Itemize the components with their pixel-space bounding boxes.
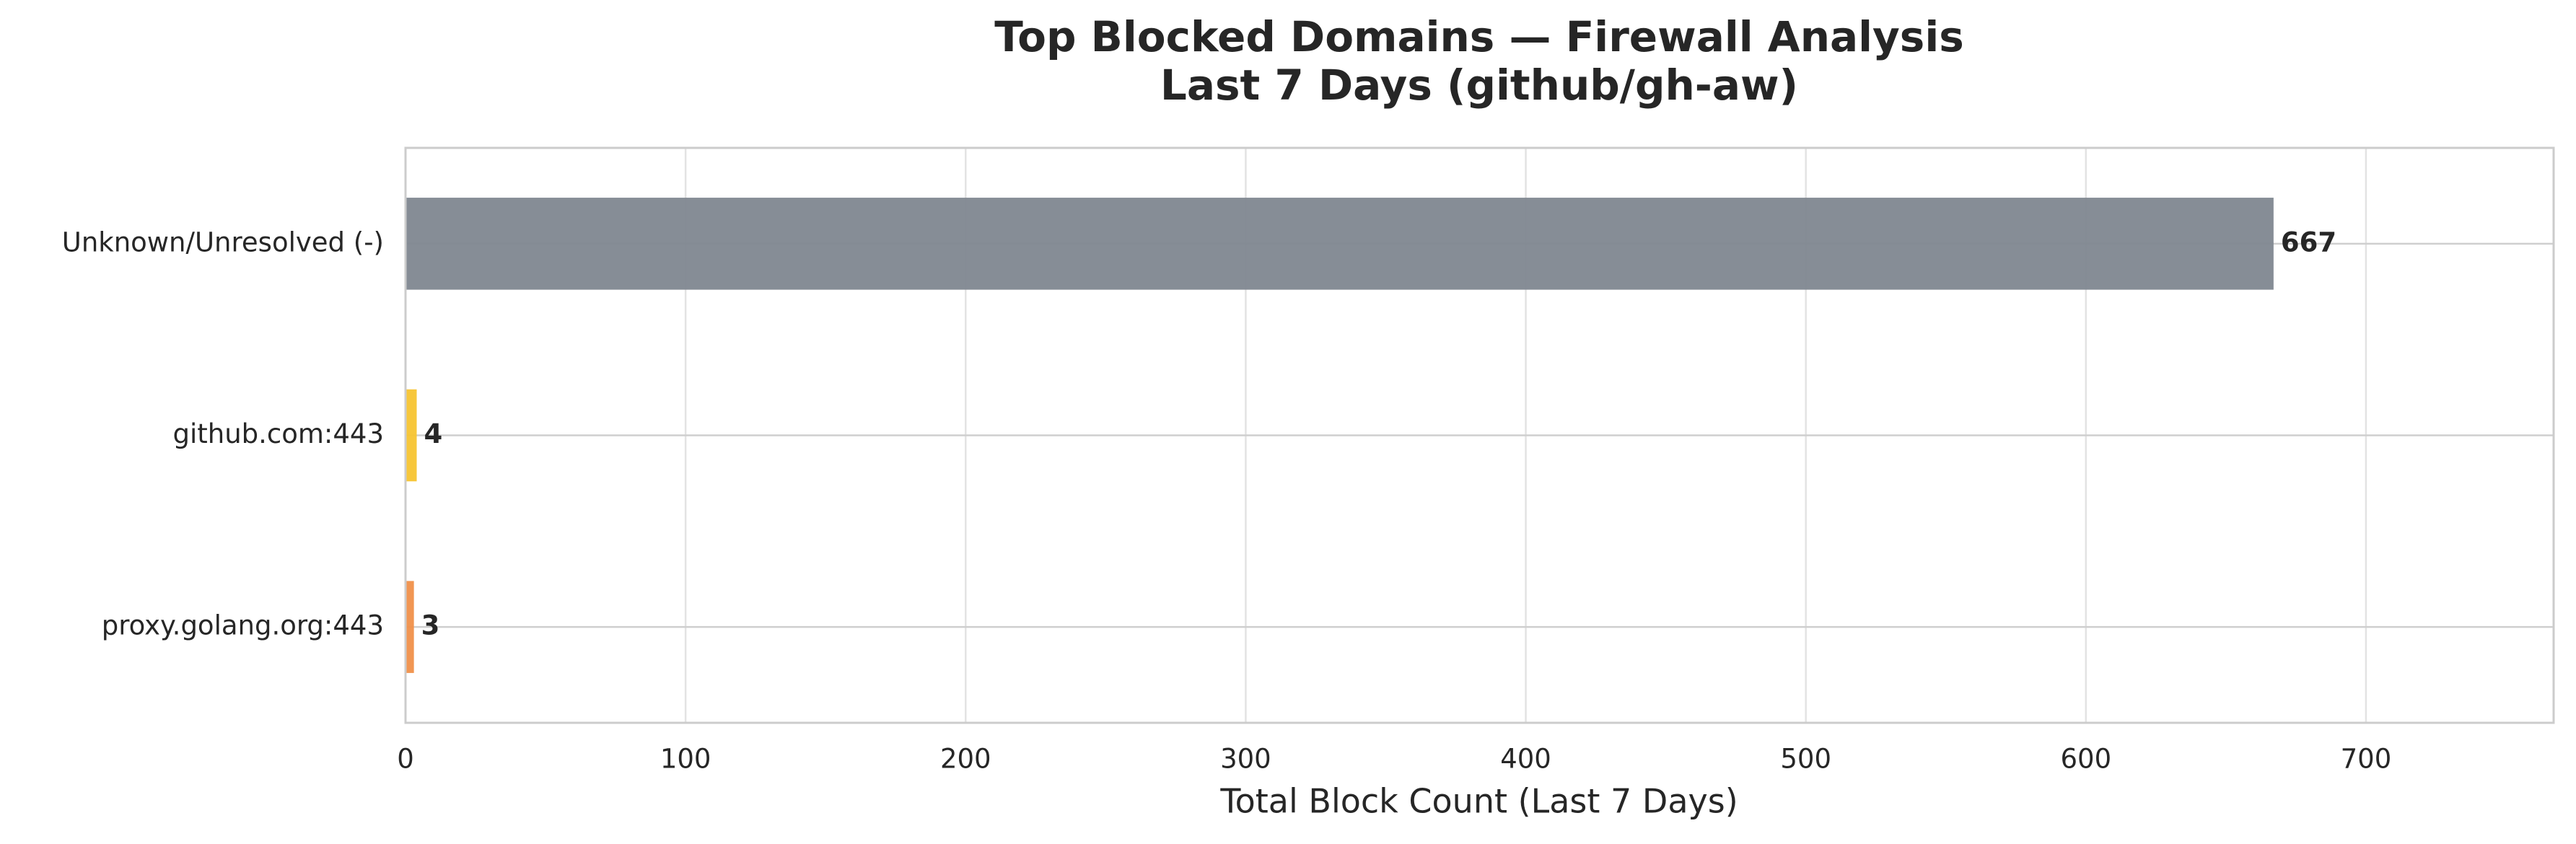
y-tick-label: Unknown/Unresolved (-) <box>62 227 384 258</box>
x-tick-label: 700 <box>2341 744 2392 775</box>
x-tick-label: 100 <box>660 744 711 775</box>
chart-subtitle: Last 7 Days (github/gh-aw) <box>1160 61 1798 110</box>
x-axis-label: Total Block Count (Last 7 Days) <box>1219 782 1738 821</box>
plot-frame <box>404 146 2555 724</box>
y-tick-label: proxy.golang.org:443 <box>102 610 384 641</box>
chart-title: Top Blocked Domains — Firewall Analysis <box>994 12 1964 61</box>
value-label: 3 <box>421 610 440 641</box>
value-label: 4 <box>424 418 443 449</box>
x-tick-label: 0 <box>397 744 414 775</box>
bar <box>406 389 417 482</box>
x-tick-label: 400 <box>1500 744 1551 775</box>
value-label: 667 <box>2281 227 2336 258</box>
bar <box>406 198 2274 290</box>
x-tick-label: 200 <box>940 744 991 775</box>
x-tick-label: 500 <box>1780 744 1831 775</box>
x-tick-label: 300 <box>1220 744 1271 775</box>
y-tick-label: github.com:443 <box>172 418 384 449</box>
bar <box>406 581 414 673</box>
x-tick-label: 600 <box>2061 744 2112 775</box>
